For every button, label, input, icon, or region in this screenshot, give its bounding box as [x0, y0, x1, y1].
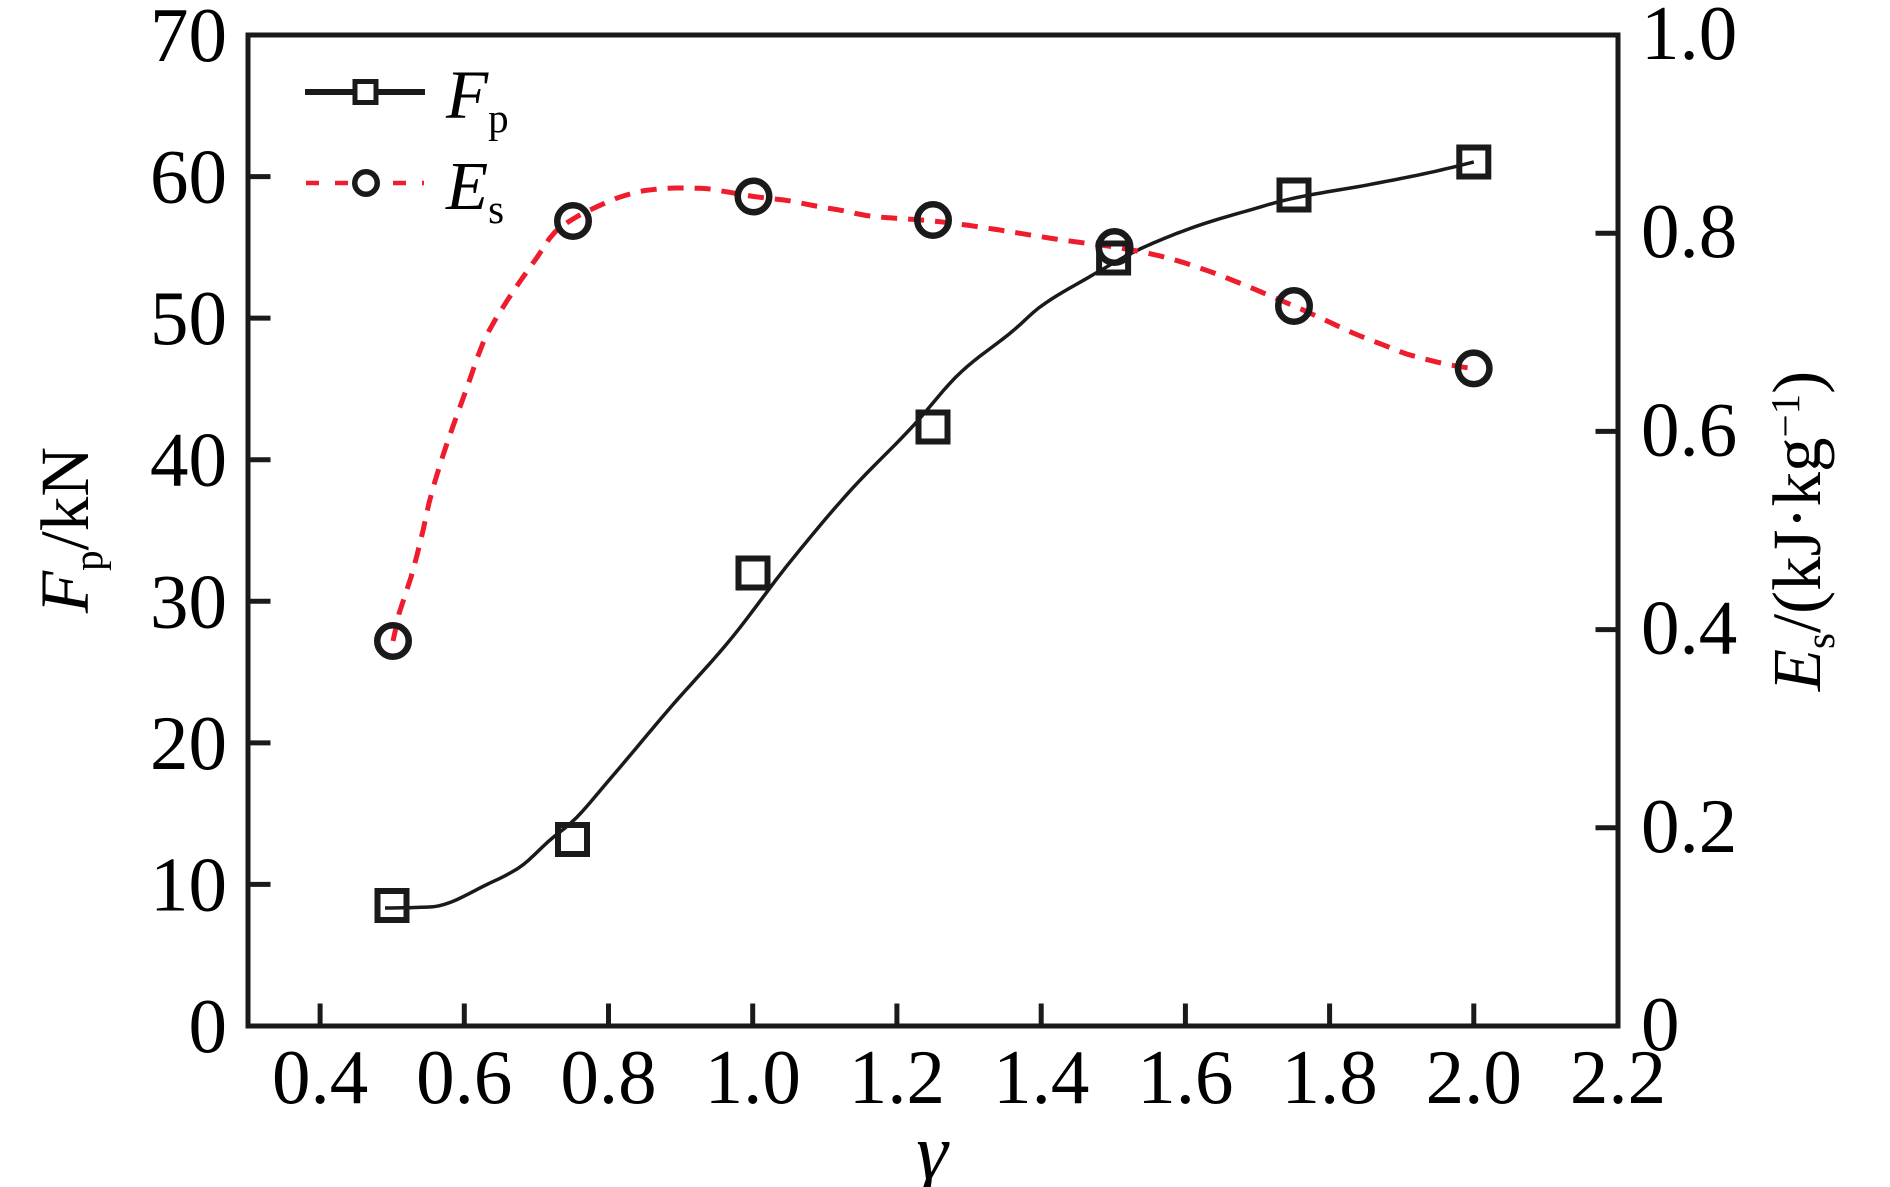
svg-text:1.2: 1.2 [849, 1034, 945, 1120]
svg-text:60: 60 [150, 134, 227, 220]
svg-text:30: 30 [150, 558, 227, 644]
svg-text:2.0: 2.0 [1426, 1034, 1522, 1120]
svg-text:1.8: 1.8 [1281, 1034, 1377, 1120]
svg-text:20: 20 [150, 700, 227, 786]
svg-text:0: 0 [189, 983, 228, 1069]
svg-text:γ: γ [916, 1109, 950, 1187]
svg-text:1.4: 1.4 [993, 1034, 1089, 1120]
svg-text:Fp/kN: Fp/kN [27, 447, 111, 614]
svg-text:0.4: 0.4 [272, 1034, 368, 1120]
svg-text:0.8: 0.8 [560, 1034, 656, 1120]
svg-text:0: 0 [1641, 981, 1680, 1067]
svg-text:Es/(kJ·kg−1): Es/(kJ·kg−1) [1759, 371, 1843, 692]
svg-text:1.0: 1.0 [705, 1034, 801, 1120]
svg-text:10: 10 [150, 841, 227, 927]
svg-text:0.6: 0.6 [416, 1034, 512, 1120]
svg-text:0.2: 0.2 [1641, 783, 1737, 869]
svg-text:0.8: 0.8 [1641, 188, 1737, 274]
svg-text:40: 40 [150, 417, 227, 503]
svg-text:50: 50 [150, 275, 227, 361]
svg-text:Es: Es [445, 148, 504, 232]
svg-text:0.6: 0.6 [1641, 386, 1737, 472]
svg-text:0.4: 0.4 [1641, 585, 1737, 671]
svg-text:1.0: 1.0 [1641, 0, 1737, 76]
svg-text:Fp: Fp [445, 57, 509, 141]
svg-text:2.2: 2.2 [1570, 1034, 1666, 1120]
svg-text:70: 70 [150, 0, 227, 78]
svg-text:1.6: 1.6 [1137, 1034, 1233, 1120]
